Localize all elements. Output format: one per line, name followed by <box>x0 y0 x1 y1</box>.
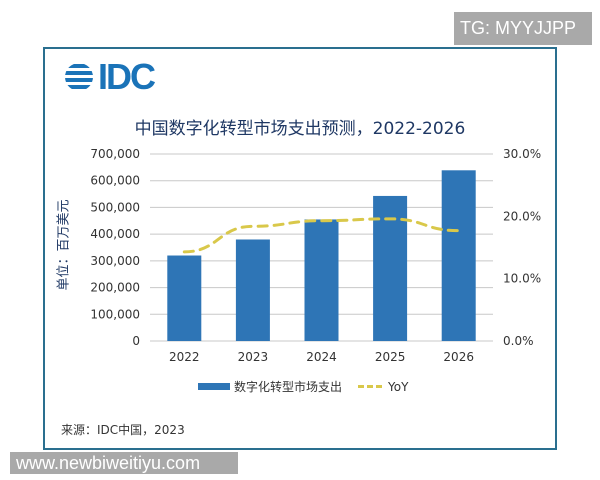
y-tick-label: 100,000 <box>90 307 140 321</box>
y2-tick-label: 0.0% <box>503 334 534 348</box>
logo-text: IDC <box>98 56 156 97</box>
idc-globe-icon <box>65 64 93 89</box>
source-note: 来源：IDC中国，2023 <box>61 423 185 437</box>
legend-bar-swatch <box>198 383 230 390</box>
x-tick-label: 2026 <box>443 350 474 364</box>
bar <box>304 219 339 341</box>
y-tick-label: 700,000 <box>90 147 140 161</box>
bar <box>441 170 476 341</box>
legend-line-label: YoY <box>388 379 409 394</box>
y2-tick-label: 10.0% <box>503 272 541 286</box>
y2-tick-label: 30.0% <box>503 147 541 161</box>
legend: 数字化转型市场支出 YoY <box>198 378 408 395</box>
idc-logo: IDC <box>64 56 156 98</box>
chart-title: 中国数字化转型市场支出预测，2022-2026 <box>134 119 466 139</box>
y2-tick-label: 20.0% <box>503 209 541 223</box>
y-tick-label: 500,000 <box>90 200 140 214</box>
y-tick-label: 300,000 <box>90 254 140 268</box>
x-tick-label: 2025 <box>375 350 406 364</box>
x-tick-label: 2022 <box>169 350 200 364</box>
legend-line-swatch <box>358 385 383 388</box>
y-tick-label: 600,000 <box>90 174 140 188</box>
bar <box>167 255 202 341</box>
y-tick-label: 0 <box>132 334 140 348</box>
legend-bar-label: 数字化转型市场支出 <box>234 380 343 394</box>
watermark-top: TG: MYYJJPP <box>454 12 592 45</box>
bar <box>235 239 270 341</box>
y-tick-label: 200,000 <box>90 281 140 295</box>
x-tick-label: 2024 <box>306 350 337 364</box>
x-tick-label: 2023 <box>238 350 269 364</box>
y-tick-label: 400,000 <box>90 227 140 241</box>
watermark-bottom: www.newbiweitiyu.com <box>10 452 238 474</box>
